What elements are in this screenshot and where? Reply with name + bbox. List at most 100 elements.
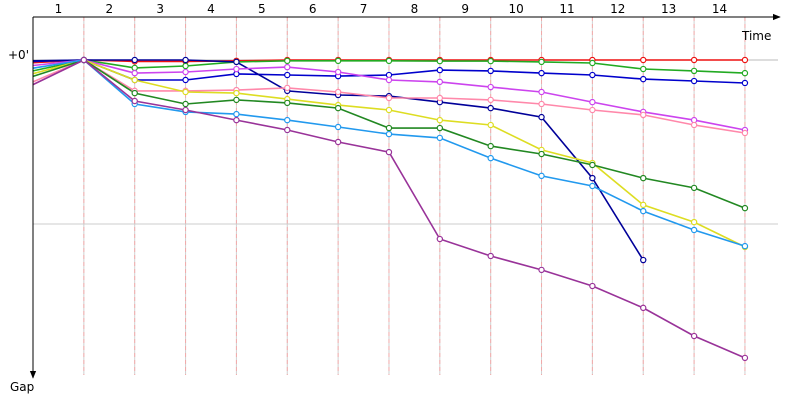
data-point xyxy=(690,218,698,226)
data-point xyxy=(131,76,138,84)
data-point xyxy=(538,69,545,77)
data-point xyxy=(487,67,494,75)
data-point xyxy=(334,104,342,112)
data-point xyxy=(640,65,647,73)
x-tick-label: 7 xyxy=(360,2,368,16)
data-point xyxy=(436,57,444,65)
data-point xyxy=(284,116,291,124)
data-point xyxy=(334,138,342,146)
data-point xyxy=(538,266,545,274)
data-point xyxy=(741,242,749,250)
x-tick-label: 10 xyxy=(508,2,523,16)
data-point xyxy=(487,57,494,65)
data-point xyxy=(385,106,393,114)
x-tick-label: 12 xyxy=(610,2,625,16)
data-point xyxy=(640,304,647,312)
data-point xyxy=(436,124,444,132)
data-point xyxy=(436,94,444,102)
data-point xyxy=(385,94,393,102)
data-point xyxy=(436,66,444,74)
data-point xyxy=(131,89,138,97)
data-point xyxy=(640,256,647,264)
data-point xyxy=(690,56,698,64)
data-point xyxy=(284,126,291,134)
data-point xyxy=(741,56,749,64)
data-point xyxy=(487,121,494,129)
data-point xyxy=(487,252,494,260)
data-point xyxy=(538,58,545,66)
data-point xyxy=(182,88,189,96)
x-tick-label: 4 xyxy=(207,2,215,16)
data-point xyxy=(589,106,596,114)
data-point xyxy=(741,69,749,77)
data-point xyxy=(385,130,393,138)
data-point xyxy=(640,207,647,215)
data-point xyxy=(741,79,749,87)
data-point xyxy=(589,182,596,190)
data-point xyxy=(436,78,444,86)
data-point xyxy=(131,64,138,72)
x-tick-label: 3 xyxy=(156,2,164,16)
data-point xyxy=(487,154,494,162)
data-point xyxy=(436,235,444,243)
data-point xyxy=(589,174,596,182)
data-point xyxy=(741,354,749,362)
data-point xyxy=(284,63,291,71)
data-point xyxy=(690,77,698,85)
data-point xyxy=(182,56,189,64)
data-point xyxy=(741,204,749,212)
data-point xyxy=(690,332,698,340)
data-point xyxy=(690,67,698,75)
data-point xyxy=(182,106,189,114)
data-point xyxy=(233,110,240,118)
data-point xyxy=(640,111,647,119)
data-point xyxy=(741,129,749,137)
data-point xyxy=(182,62,189,70)
data-point xyxy=(182,100,189,108)
data-point xyxy=(690,121,698,129)
series-layer xyxy=(32,56,749,362)
data-point xyxy=(385,148,393,156)
data-point xyxy=(589,71,596,79)
y-axis-label: Gap xyxy=(10,380,34,394)
data-point xyxy=(233,96,240,104)
x-tick-label: 13 xyxy=(661,2,676,16)
data-point xyxy=(487,142,494,150)
data-point xyxy=(487,96,494,104)
x-tick-label: 11 xyxy=(559,2,574,16)
x-axis-label: Time xyxy=(741,29,771,43)
x-tick-label: 6 xyxy=(309,2,317,16)
y-tick-label: +0' xyxy=(8,48,29,62)
data-point xyxy=(589,98,596,106)
data-point xyxy=(640,174,647,182)
x-tick-label: 5 xyxy=(258,2,266,16)
data-point xyxy=(690,226,698,234)
data-point xyxy=(284,84,291,92)
data-point xyxy=(284,99,291,107)
data-point xyxy=(487,83,494,91)
data-point xyxy=(385,76,393,84)
x-tick-label: 14 xyxy=(712,2,727,16)
data-point xyxy=(640,201,647,209)
data-point xyxy=(487,104,494,112)
data-point xyxy=(131,97,138,105)
x-tick-label: 1 xyxy=(55,2,63,16)
data-point xyxy=(182,76,189,84)
data-point xyxy=(284,71,291,79)
data-point xyxy=(385,57,393,65)
data-point xyxy=(589,59,596,67)
data-point xyxy=(233,89,240,97)
data-point xyxy=(233,58,240,66)
x-tick-label: 8 xyxy=(411,2,419,16)
data-point xyxy=(538,100,545,108)
data-point xyxy=(436,134,444,142)
data-point xyxy=(640,75,647,83)
data-point xyxy=(131,56,138,64)
data-point xyxy=(334,57,342,65)
data-point xyxy=(182,68,189,76)
data-point xyxy=(80,56,88,64)
data-point xyxy=(690,184,698,192)
data-point xyxy=(334,88,342,96)
data-point xyxy=(538,150,545,158)
